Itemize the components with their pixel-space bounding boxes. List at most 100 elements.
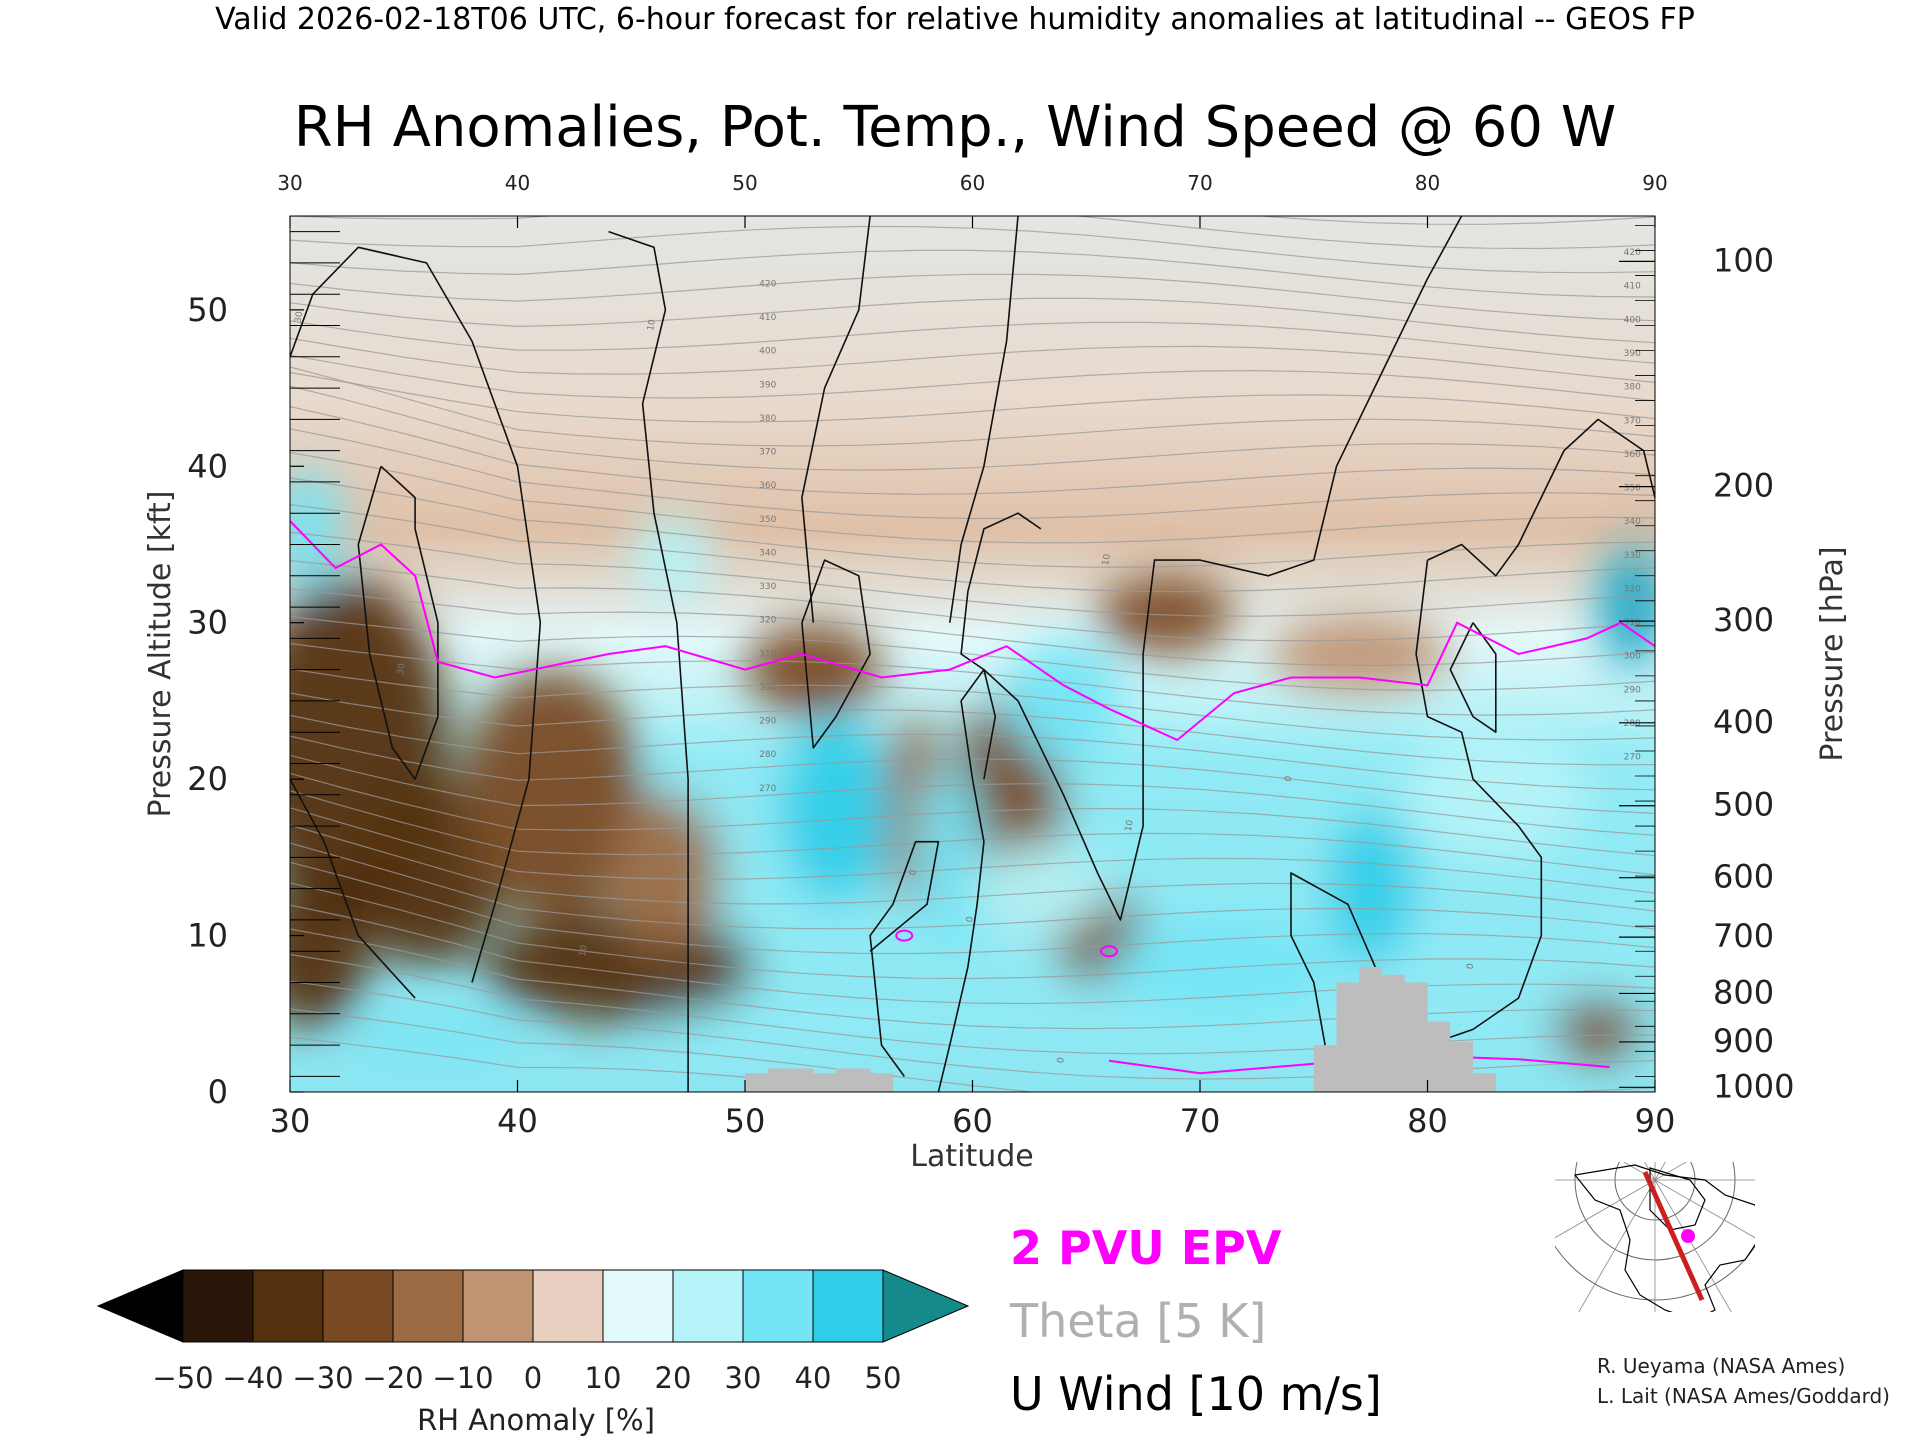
pvu-2-line <box>290 520 1655 742</box>
theta-contour <box>290 692 1655 766</box>
rh-anomaly-cell <box>1552 998 1644 1061</box>
rh-anomaly-cell <box>779 716 893 905</box>
theta-contour <box>290 807 1655 894</box>
colorbar-swatch <box>392 1269 464 1343</box>
colorbar-tick-label: −40 <box>222 1361 283 1395</box>
theta-contour-label: 370 <box>759 448 776 458</box>
theta-contour-label: 290 <box>1624 685 1641 695</box>
theta-contour-label: 400 <box>759 347 776 357</box>
map-location-marker <box>1681 1229 1695 1243</box>
colorbar-tick-label: 0 <box>524 1361 542 1395</box>
theta-contour <box>290 452 1655 544</box>
legend: 2 PVU EPV Theta [5 K] U Wind [10 m/s] <box>1009 1221 1382 1421</box>
theta-contour-label: 340 <box>759 548 776 558</box>
theta-contour <box>290 297 1655 344</box>
rh-anomaly-cell <box>460 669 643 920</box>
theta-contour <box>290 1036 887 1092</box>
theta-contour-label: 420 <box>1624 248 1641 258</box>
theta-contour-label: 410 <box>759 313 776 323</box>
x-tick-label-top: 30 <box>277 171 302 195</box>
theta-contour-label: 320 <box>1624 584 1641 594</box>
credit-line-1: R. Ueyama (NASA Ames) <box>1597 1354 1845 1378</box>
theta-contour-label: 400 <box>1624 315 1641 325</box>
u-wind-contour <box>1427 418 1655 577</box>
theta-contour <box>290 249 1655 298</box>
theta-contour <box>290 824 1655 912</box>
theta-contour <box>290 861 1655 955</box>
wind-contour-label: 30 <box>293 311 305 324</box>
y-tick-label: 30 <box>187 604 228 642</box>
wind-contour-label: 30 <box>396 663 408 676</box>
theta-contour-label: 360 <box>759 481 776 491</box>
u-wind-contour <box>357 465 439 780</box>
pressure-tick-label: 100 <box>1713 241 1774 279</box>
u-wind-contour <box>1290 560 1543 1077</box>
chart-title: RH Anomalies, Pot. Temp., Wind Speed @ 6… <box>294 95 1616 160</box>
y-tick-label: 20 <box>187 760 228 798</box>
wind-contour-label: 0 <box>965 916 976 924</box>
colorbar-tick-label: −50 <box>152 1361 213 1395</box>
x-tick-label-top: 50 <box>732 171 757 195</box>
theta-contour <box>290 477 1655 568</box>
y-axis-label: Pressure Altitude [kft] <box>143 491 178 818</box>
theta-contour-label: 290 <box>759 717 776 727</box>
theta-contour <box>290 337 1655 383</box>
x-tick-label: 30 <box>270 1102 311 1140</box>
inset-map <box>1555 1162 1755 1312</box>
theta-contour <box>290 714 1655 791</box>
theta-contour-label: 310 <box>759 649 776 659</box>
theta-contour-label: 390 <box>1624 349 1641 359</box>
x-tick-label-top: 80 <box>1415 171 1440 195</box>
map-section-line <box>1642 1170 1705 1302</box>
colorbar-swatch <box>462 1269 534 1343</box>
pressure-tick-label: 200 <box>1713 467 1774 505</box>
topography <box>745 966 1496 1092</box>
valid-time-line: Valid 2026-02-18T06 UTC, 6-hour forecast… <box>215 2 1695 37</box>
u-wind-contour <box>801 216 871 623</box>
map-meridian <box>1578 1179 1656 1312</box>
colorbar-tick-label: −20 <box>362 1361 423 1395</box>
map-meridian <box>1654 1179 1732 1312</box>
u-wind-contour <box>608 230 689 1092</box>
x-tick-label: 80 <box>1407 1102 1448 1140</box>
x-tick-label-top: 60 <box>960 171 985 195</box>
theta-contour <box>290 320 1655 364</box>
colorbar-swatch <box>812 1269 884 1343</box>
colorbar-tick-label: −10 <box>432 1361 493 1395</box>
legend-entry: 2 PVU EPV <box>1010 1221 1282 1275</box>
rh-anomaly-cell <box>745 622 882 717</box>
x-tick-label: 40 <box>497 1102 538 1140</box>
map-meridian <box>1654 1162 1687 1181</box>
pressure-tick-label: 800 <box>1713 973 1774 1011</box>
map-coastline <box>1573 1164 1755 1312</box>
legend-entry: Theta [5 K] <box>1009 1294 1266 1348</box>
colorbar-under-arrow <box>96 1269 184 1343</box>
inset-map-body <box>1555 1162 1755 1312</box>
x-tick-label-top: 90 <box>1642 171 1667 195</box>
theta-contour-label: 350 <box>759 515 776 525</box>
x-tick-label-top: 40 <box>505 171 530 195</box>
rh-anomaly-cell <box>608 794 723 952</box>
theta-contour-label: 330 <box>1624 551 1641 561</box>
rh-anomaly-cell <box>483 912 757 1022</box>
wind-contour-label: 10 <box>646 318 658 331</box>
colorbar-tick-label: −30 <box>292 1361 353 1395</box>
theta-contour <box>290 428 1655 520</box>
y-tick-label: 0 <box>208 1073 228 1111</box>
theta-contour-label: 380 <box>1624 383 1641 393</box>
theta-contour <box>290 790 1655 876</box>
theta-contour-label: 310 <box>1624 618 1641 628</box>
colorbar-tick-label: 20 <box>655 1361 692 1395</box>
wind-contour-label: 10 <box>1101 553 1113 566</box>
rh-anomaly-cell <box>1325 810 1417 967</box>
rh-anomaly-field <box>290 466 1655 1061</box>
theta-contour <box>290 560 1655 642</box>
theta-contour-label: 390 <box>759 380 776 390</box>
theta-contour <box>290 772 1655 857</box>
u-wind-contour <box>1449 622 1497 733</box>
theta-contour-label: 280 <box>759 750 776 760</box>
theta-contour <box>290 616 1655 691</box>
u-wind-contour <box>960 216 1463 921</box>
theta-contour-label: 320 <box>759 616 776 626</box>
